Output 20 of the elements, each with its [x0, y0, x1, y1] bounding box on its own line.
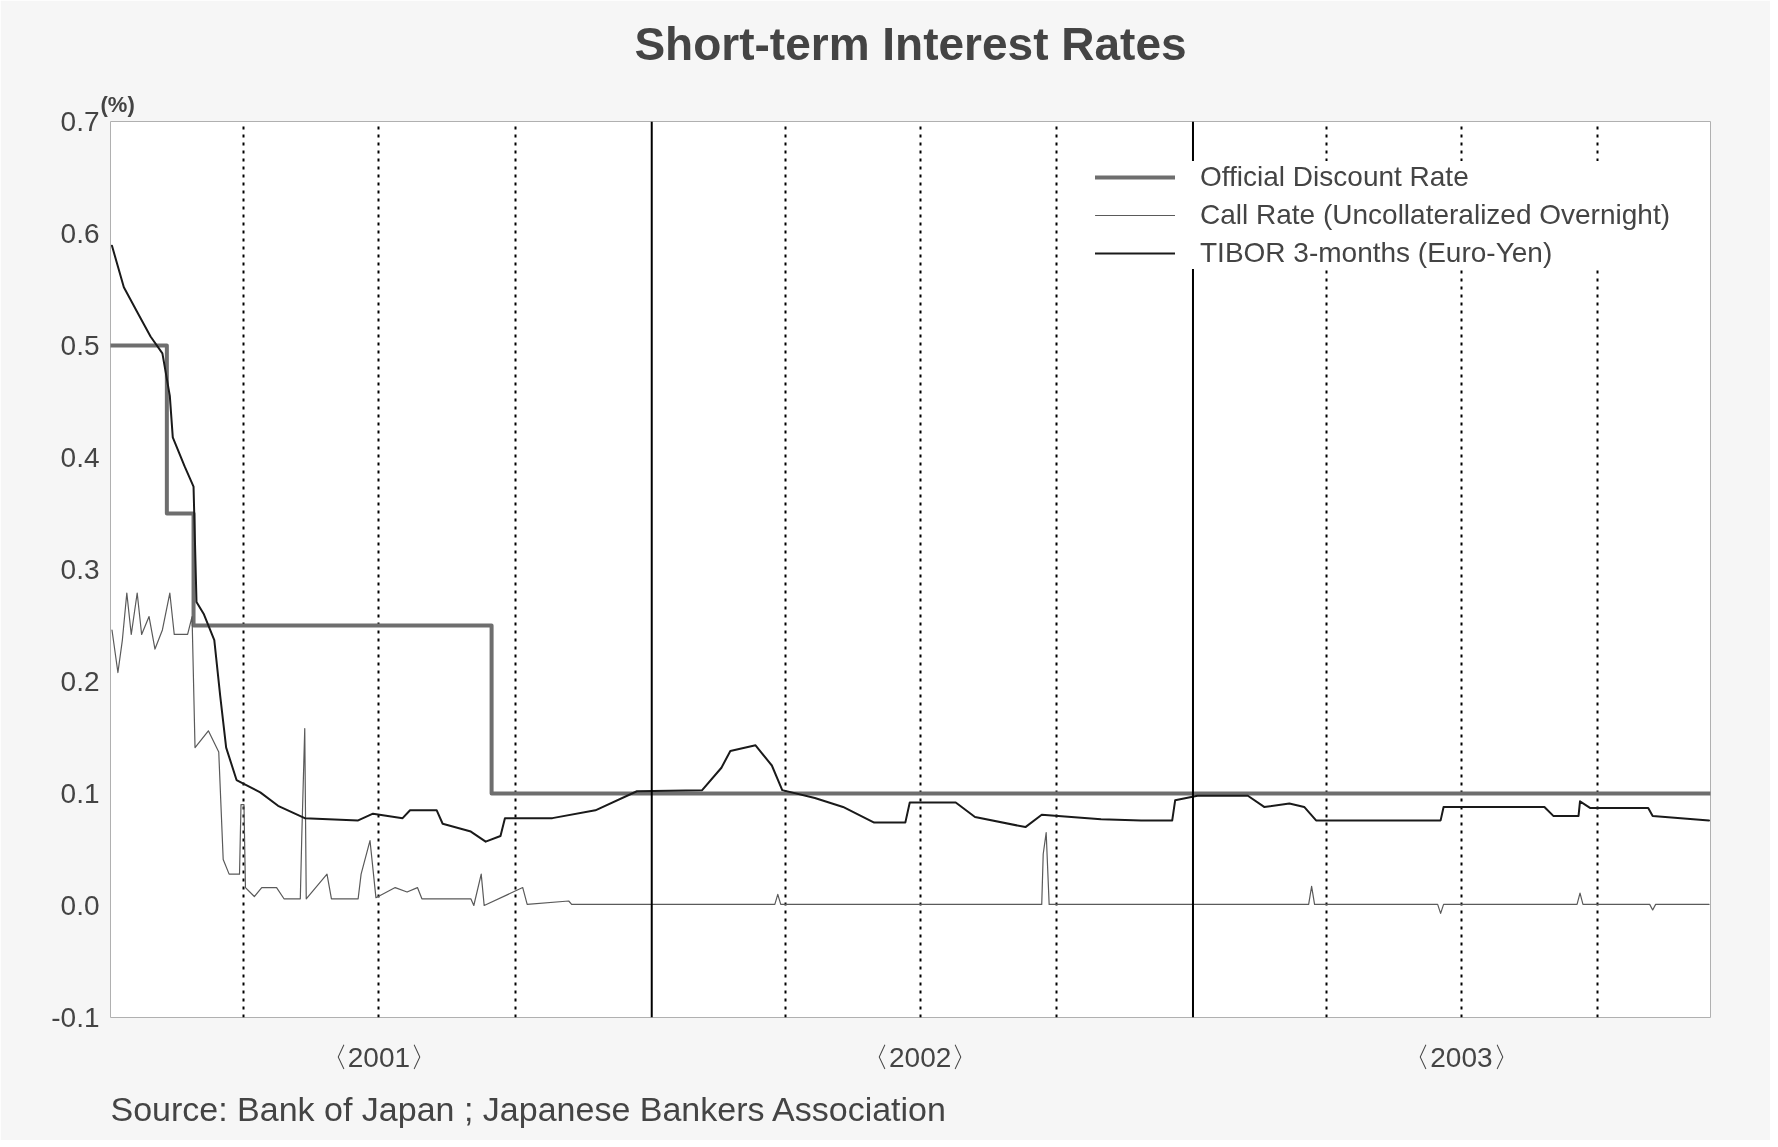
- line-series: [111, 592, 1710, 914]
- y-tick-label: 0.4: [60, 442, 100, 473]
- y-tick-label: 0.5: [60, 330, 100, 361]
- source-note: Source: Bank of Japan ; Japanese Bankers Association: [110, 1090, 946, 1128]
- x-tick-label: 〈2002〉: [860, 1041, 980, 1073]
- y-tick-label: 0.3: [60, 554, 100, 585]
- y-tick-label: 0.0: [60, 890, 100, 921]
- legend-label: TIBOR 3-months (Euro-Yen): [1200, 237, 1553, 269]
- x-tick-label: 〈2001〉: [319, 1041, 439, 1073]
- x-tick-label: 〈2003〉: [1402, 1041, 1521, 1073]
- legend-label: Official Discount Rate: [1200, 161, 1469, 193]
- y-tick-label: 0.1: [60, 778, 100, 809]
- y-tick-label: -0.1: [51, 1002, 100, 1033]
- y-axis-title: (%): [100, 91, 135, 117]
- y-tick-label: 0.2: [60, 666, 100, 697]
- y-tick-label: 0.7: [60, 106, 100, 137]
- line-series: [110, 244, 1711, 843]
- y-tick-label: 0.6: [60, 218, 100, 249]
- legend-label: Call Rate (Uncollateralized Overnight): [1200, 199, 1670, 231]
- chart-title: Short-term Interest Rates: [634, 17, 1187, 70]
